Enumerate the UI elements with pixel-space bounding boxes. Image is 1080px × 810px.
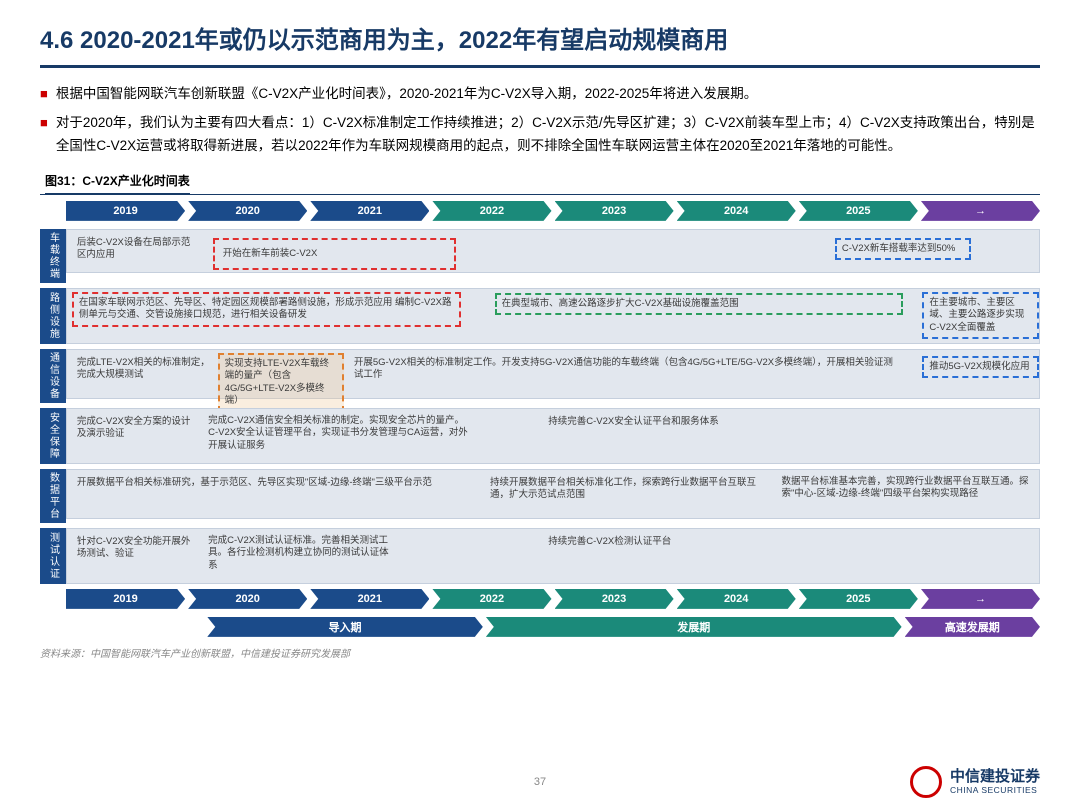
bullet-list: ■ 根据中国智能网联汽车创新联盟《C-V2X产业化时间表》，2020-2021年… [0, 83, 1080, 158]
year-cell: 2024 [677, 589, 796, 609]
timeline-box: 完成C-V2X安全方案的设计及演示验证 [72, 413, 198, 444]
timeline-track: 数据平台开展数据平台相关标准研究，基于示范区、先导区实现"区域-边缘-终端"三级… [40, 469, 1040, 523]
timeline-box: 后装C-V2X设备在局部示范区内应用 [72, 234, 198, 265]
year-cell: 2019 [66, 201, 185, 221]
phase-cell: 高速发展期 [905, 617, 1040, 637]
page-number: 37 [534, 776, 546, 788]
year-cell: 2020 [188, 589, 307, 609]
timeline-track: 车载终端后装C-V2X设备在局部示范区内应用开始在新车前装C-V2X C-V2X新… [40, 229, 1040, 283]
timeline-box: 在典型城市、高速公路逐步扩大C-V2X基础设施覆盖范围 [495, 293, 903, 315]
brand-cn: 中信建投证券 [950, 769, 1040, 786]
timeline-box: 实现支持LTE-V2X车载终端的量产（包含4G/5G+LTE-V2X多模终端） [218, 353, 344, 412]
brand-en: CHINA SECURITIES [950, 786, 1040, 795]
timeline-track: 安全保障完成C-V2X安全方案的设计及演示验证完成C-V2X通信安全相关标准的制… [40, 408, 1040, 464]
brand-logo-icon [910, 766, 942, 798]
timeline-box: 在主要城市、主要区域、主要公路逐步实现C-V2X全面覆盖 [922, 292, 1039, 339]
year-cell: → [921, 201, 1040, 221]
timeline-track: 路侧设施在国家车联网示范区、先导区、特定园区规模部署路侧设施，形成示范应用 编制… [40, 288, 1040, 344]
year-cell: 2023 [555, 201, 674, 221]
year-cell: 2024 [677, 201, 796, 221]
track-content: 完成LTE-V2X相关的标准制定，完成大规模测试实现支持LTE-V2X车载终端的… [66, 349, 1040, 399]
bullet-text: 对于2020年，我们认为主要有四大看点：1）C-V2X标准制定工作持续推进；2）… [56, 112, 1040, 158]
phase-cell: 导入期 [207, 617, 483, 637]
track-content: 完成C-V2X安全方案的设计及演示验证完成C-V2X通信安全相关标准的制定。实现… [66, 408, 1040, 464]
timeline-box: 完成LTE-V2X相关的标准制定，完成大规模测试 [72, 354, 218, 385]
track-label: 安全保障 [40, 408, 66, 464]
chart-caption: 图31：C-V2X产业化时间表 [45, 164, 190, 194]
brand: 中信建投证券 CHINA SECURITIES [910, 766, 1040, 798]
timeline-chart: 2019202020212022202320242025→ 车载终端后装C-V2… [40, 201, 1040, 637]
timeline-box: 开始在新车前装C-V2X [213, 238, 456, 270]
track-content: 在国家车联网示范区、先导区、特定园区规模部署路侧设施，形成示范应用 编制C-V2… [66, 288, 1040, 344]
bullet-text: 根据中国智能网联汽车创新联盟《C-V2X产业化时间表》，2020-2021年为C… [56, 83, 757, 106]
track-label: 通信设备 [40, 349, 66, 403]
timeline-box: 开展数据平台相关标准研究，基于示范区、先导区实现"区域-边缘-终端"三级平台示范 [72, 474, 461, 492]
bullet-item: ■ 根据中国智能网联汽车创新联盟《C-V2X产业化时间表》，2020-2021年… [40, 83, 1040, 106]
track-label: 车载终端 [40, 229, 66, 283]
timeline-box: 数据平台标准基本完善，实现跨行业数据平台互联互通。探索"中心-区域-边缘-终端"… [777, 473, 1039, 504]
phase-cell: 发展期 [486, 617, 902, 637]
track-content: 后装C-V2X设备在局部示范区内应用开始在新车前装C-V2X C-V2X新车搭载率… [66, 229, 1040, 273]
track-content: 开展数据平台相关标准研究，基于示范区、先导区实现"区域-边缘-终端"三级平台示范… [66, 469, 1040, 519]
year-footer-row: 2019202020212022202320242025→ [40, 589, 1040, 609]
page-title: 4.6 2020-2021年或仍以示范商用为主，2022年有望启动规模商用 [0, 0, 1080, 65]
year-cell: 2022 [432, 201, 551, 221]
source-note: 资料来源：中国智能网联汽车产业创新联盟，中信建投证券研究发展部 [40, 645, 1040, 660]
year-cell: → [921, 589, 1040, 609]
track-content: 针对C-V2X安全功能开展外场测试、验证完成C-V2X测试认证标准。完善相关测试… [66, 528, 1040, 584]
timeline-box: 开展5G-V2X相关的标准制定工作。开发支持5G-V2X通信功能的车载终端（包含… [349, 354, 903, 385]
year-cell: 2023 [555, 589, 674, 609]
bullet-marker: ■ [40, 112, 48, 158]
timeline-box: 持续开展数据平台相关标准化工作，探索跨行业数据平台互联互通，扩大示范试点范围 [485, 474, 767, 505]
timeline-box: 完成C-V2X测试认证标准。完善相关测试工具。各行业检测机构建立协同的测试认证体… [203, 532, 397, 575]
year-cell: 2021 [310, 589, 429, 609]
timeline-tracks: 车载终端后装C-V2X设备在局部示范区内应用开始在新车前装C-V2X C-V2X新… [40, 229, 1040, 584]
timeline-track: 测试认证针对C-V2X安全功能开展外场测试、验证完成C-V2X测试认证标准。完善… [40, 528, 1040, 584]
year-header-row: 2019202020212022202320242025→ [40, 201, 1040, 221]
year-cell: 2021 [310, 201, 429, 221]
timeline-track: 通信设备完成LTE-V2X相关的标准制定，完成大规模测试实现支持LTE-V2X车… [40, 349, 1040, 403]
bullet-item: ■ 对于2020年，我们认为主要有四大看点：1）C-V2X标准制定工作持续推进；… [40, 112, 1040, 158]
title-underline [40, 65, 1040, 68]
timeline-box: 持续完善C-V2X检测认证平台 [543, 533, 835, 551]
timeline-box: 持续完善C-V2X安全认证平台和服务体系 [543, 413, 912, 431]
track-label: 测试认证 [40, 528, 66, 584]
chart-underline [40, 194, 1040, 195]
track-label: 路侧设施 [40, 288, 66, 344]
timeline-box: 完成C-V2X通信安全相关标准的制定。实现安全芯片的量产。C-V2X安全认证管理… [203, 412, 475, 455]
year-cell: 2019 [66, 589, 185, 609]
phase-row: 导入期发展期高速发展期 [40, 617, 1040, 637]
year-cell: 2020 [188, 201, 307, 221]
track-label: 数据平台 [40, 469, 66, 523]
bullet-marker: ■ [40, 83, 48, 106]
timeline-box: C-V2X新车搭载率达到50% [835, 238, 971, 260]
timeline-box: 推动5G-V2X规模化应用 [922, 356, 1039, 378]
timeline-box: 在国家车联网示范区、先导区、特定园区规模部署路侧设施，形成示范应用 编制C-V2… [72, 292, 461, 327]
year-cell: 2022 [432, 589, 551, 609]
year-cell: 2025 [799, 201, 918, 221]
timeline-box: 针对C-V2X安全功能开展外场测试、验证 [72, 533, 198, 564]
footer: 37 中信建投证券 CHINA SECURITIES [0, 766, 1080, 798]
year-cell: 2025 [799, 589, 918, 609]
